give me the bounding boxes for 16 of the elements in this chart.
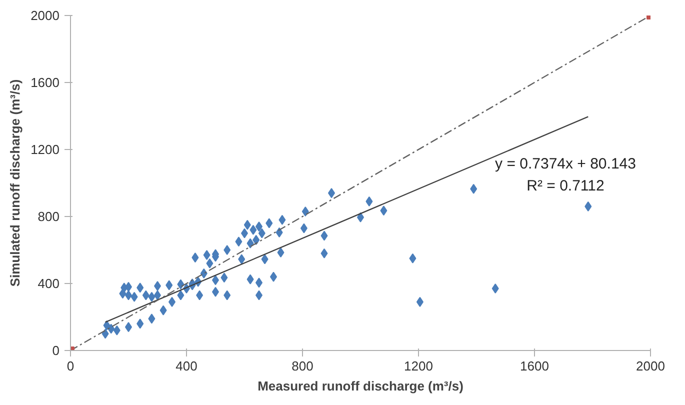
y-tick-label: 2000	[30, 8, 60, 23]
x-tick-label: 1600	[520, 358, 549, 374]
annotation: y = 0.7374x + 80.143	[495, 156, 636, 172]
y-tick-label: 0	[52, 343, 60, 358]
x-tick-label: 800	[292, 358, 314, 374]
x-tick-label: 400	[176, 358, 198, 374]
y-axis-title: Simulated runoff discharge (m³/s)	[8, 79, 23, 287]
y-tick-label: 400	[38, 276, 60, 291]
x-tick-label: 2000	[636, 358, 665, 374]
x-tick-label: 1200	[404, 358, 433, 374]
y-tick-label: 1200	[30, 142, 60, 157]
x-axis-title: Measured runoff discharge (m³/s)	[258, 378, 464, 394]
annotation: R² = 0.7112	[526, 178, 604, 194]
y-tick-label: 1600	[30, 75, 60, 90]
y-tick-label: 800	[38, 209, 60, 224]
x-tick-label: 0	[66, 358, 74, 374]
